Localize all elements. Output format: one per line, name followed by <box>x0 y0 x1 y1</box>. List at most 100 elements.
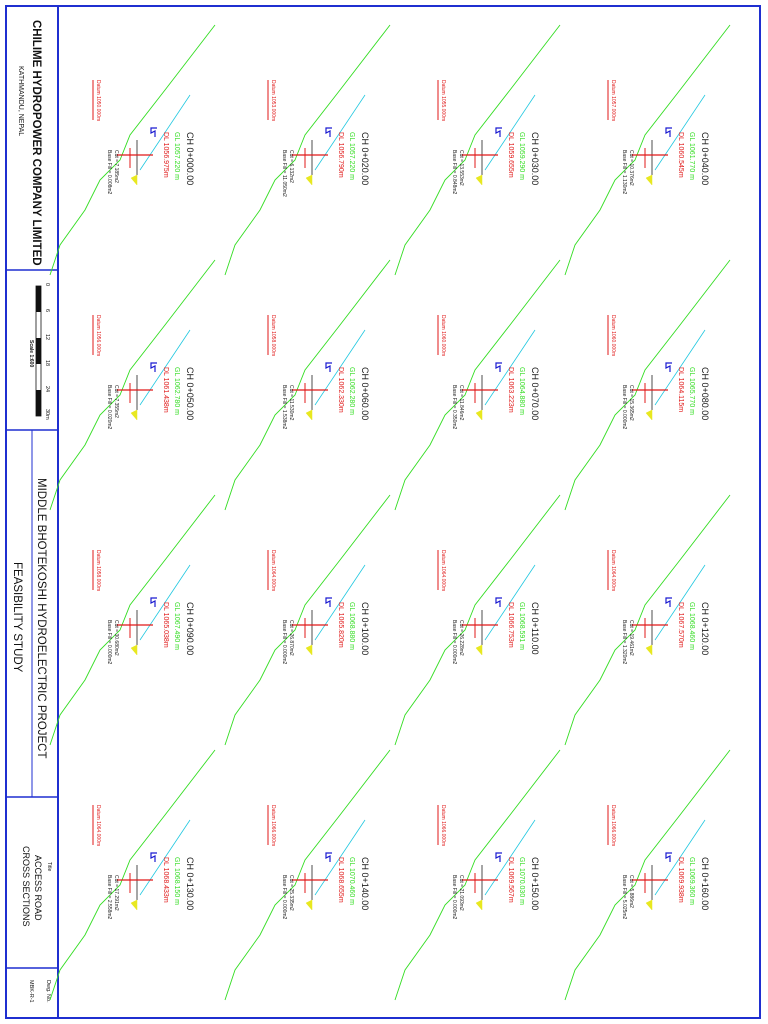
fill-area <box>130 409 138 421</box>
fill-area <box>645 409 653 421</box>
cut-area-label: Cut = 10.376m2 <box>628 150 634 186</box>
cut-area-label: Cut = 21.093m2 <box>458 875 464 911</box>
chainage-label: CH 0+000.00 <box>185 132 195 185</box>
fill-area-label: Base Fill = 1.320m2 <box>621 620 627 665</box>
scale-bar <box>35 285 42 417</box>
study-name: FEASIBILITY STUDY <box>11 562 23 673</box>
ground-level-label: GL 1068.460 m <box>688 602 695 650</box>
design-slope-line <box>314 94 366 171</box>
ground-line <box>394 749 561 1001</box>
ground-level-label: GL 1068.591 m <box>518 602 525 650</box>
fill-area-label: Base Fill = 0.350m2 <box>451 385 457 430</box>
design-level-label: DL 1067.570m <box>677 602 684 648</box>
ground-level-label: GL 1057.220 m <box>348 132 355 180</box>
design-level-label: DL 1063.223m <box>507 367 514 413</box>
company-name: CHILIME HYDROPOWER COMPANY LIMITED <box>30 20 42 266</box>
chainage-label: CH 0+020.00 <box>360 132 370 185</box>
design-slope-line <box>654 819 706 896</box>
side-ditch <box>495 852 502 862</box>
cross-section-6: CH 0+060.00 GL 1062.280 m DL 1062.330m Datu… <box>224 259 391 511</box>
fill-area <box>475 174 483 186</box>
fill-area-label: Base Fill = 0.000m2 <box>281 875 287 920</box>
ground-line <box>49 749 216 1001</box>
cross-section-7: CH 0+100.00 GL 1068.880 m DL 1065.820m Datu… <box>224 494 391 746</box>
cross-section-11: CH 0+110.00 GL 1068.591 m DL 1066.753m Datu… <box>394 494 561 746</box>
cut-area-label: Cut = 11.846m2 <box>458 385 464 421</box>
ground-line <box>224 494 391 746</box>
side-ditch <box>325 362 332 372</box>
side-ditch <box>150 362 157 372</box>
design-level-label: DL 1056.975m <box>162 132 169 178</box>
chainage-label: CH 0+070.00 <box>530 367 540 420</box>
fill-area-label: Base Fill = 2.558m2 <box>106 875 112 920</box>
design-slope-line <box>484 94 536 171</box>
chainage-label: CH 0+050.00 <box>185 367 195 420</box>
cross-sections: CH 0+000.00 GL 1057.220 m DL 1056.975m Datu… <box>49 24 731 1001</box>
chainage-label: CH 0+110.00 <box>530 602 540 655</box>
title-block: CHILIME HYDROPOWER COMPANY LIMITED KATHM… <box>11 20 52 1003</box>
datum-label: Datum 1060.000m <box>440 315 446 356</box>
fill-area-label: Base Fill = 0.000m2 <box>621 385 627 430</box>
chainage-label: CH 0+120.00 <box>700 602 710 655</box>
fill-area <box>305 409 313 421</box>
scale-label: Scale 1:600 <box>28 340 34 367</box>
cut-area-label: Cut = 26.228m2 <box>458 620 464 656</box>
cut-area-label: Cut = 11.530m2 <box>288 385 294 421</box>
side-ditch <box>325 127 332 137</box>
design-level-label: DL 1065.820m <box>337 602 344 648</box>
datum-label: Datum 1064.000m <box>610 550 616 591</box>
design-level-label: DL 1062.330m <box>337 367 344 413</box>
ground-line <box>49 24 216 276</box>
design-slope-line <box>139 564 191 641</box>
company-location: KATHMANDU, NEPAL <box>17 66 24 136</box>
outer-border <box>5 5 761 1019</box>
design-slope-line <box>314 564 366 641</box>
ground-level-label: GL 1062.280 m <box>348 367 355 415</box>
ground-level-label: GL 1067.490 m <box>173 602 180 650</box>
ground-line <box>49 494 216 746</box>
fill-area-label: Base Fill = 0.000m2 <box>451 875 457 920</box>
chainage-label: CH 0+080.00 <box>700 367 710 420</box>
cut-area-label: Cut = 15.365m2 <box>628 385 634 421</box>
cut-area-label: Cut = 5.886m2 <box>628 875 634 908</box>
fill-area-label: Base Fill = 0.000m2 <box>281 620 287 665</box>
design-level-label: DL 1069.938m <box>677 857 684 903</box>
scale-tick-18: 18 <box>44 360 50 366</box>
drawing-number-label: Dwg. No. <box>45 980 51 1003</box>
side-ditch <box>665 597 672 607</box>
fill-area <box>305 899 313 911</box>
side-ditch <box>325 852 332 862</box>
side-ditch <box>150 852 157 862</box>
cut-area-label: Cut = 6.132m2 <box>288 150 294 183</box>
drawing-title-1: ACCESS ROAD <box>33 855 43 921</box>
chainage-label: CH 0+060.00 <box>360 367 370 420</box>
fill-area-label: Base Fill = 0.848m2 <box>451 150 457 195</box>
design-level-label: DL 1068.433m <box>162 857 169 903</box>
fill-area <box>475 644 483 656</box>
ground-line <box>224 24 391 276</box>
fill-area-label: Base Fill = 5.025m2 <box>621 875 627 920</box>
design-level-label: DL 1059.655m <box>507 132 514 178</box>
ground-line <box>394 24 561 276</box>
ground-level-label: GL 1062.780 m <box>173 367 180 415</box>
cross-section-16: CH 0+160.00 GL 1069.360 m DL 1069.938m Datu… <box>564 749 731 1001</box>
cross-section-5: CH 0+020.00 GL 1057.220 m DL 1056.790m Datu… <box>224 24 391 276</box>
cut-area-label: Cut = 7.355m2 <box>113 385 119 418</box>
title-caption: Title <box>46 862 52 871</box>
cross-section-9: CH 0+030.00 GL 1059.290 m DL 1059.655m Datu… <box>394 24 561 276</box>
fill-area <box>130 644 138 656</box>
datum-label: Datum 1064.000m <box>270 550 276 591</box>
fill-area <box>130 899 138 911</box>
fill-area-label: Base Fill = 0.008m2 <box>106 150 112 195</box>
datum-label: Datum 1066.000m <box>270 805 276 846</box>
design-slope-line <box>314 819 366 896</box>
side-ditch <box>150 127 157 137</box>
datum-label: Datum 1050.000m <box>95 80 101 121</box>
datum-label: Datum 1057.000m <box>610 80 616 121</box>
scale-tick-6: 6 <box>44 309 50 312</box>
chainage-label: CH 0+140.00 <box>360 857 370 910</box>
ground-level-label: GL 1061.770 m <box>688 132 695 180</box>
design-slope-line <box>654 94 706 171</box>
datum-label: Datum 1056.000m <box>95 315 101 356</box>
cross-section-12: CH 0+150.00 GL 1070.030 m DL 1069.567m Datu… <box>394 749 561 1001</box>
